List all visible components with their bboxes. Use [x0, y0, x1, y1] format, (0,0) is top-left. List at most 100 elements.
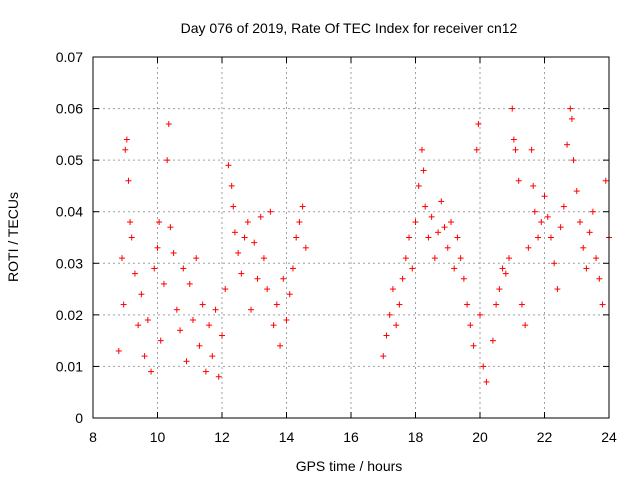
- data-point: [173, 306, 180, 313]
- data-point: [257, 213, 264, 220]
- data-point: [154, 244, 161, 251]
- data-point: [254, 275, 261, 282]
- data-point: [599, 301, 606, 308]
- data-point: [460, 275, 467, 282]
- data-point: [593, 255, 600, 262]
- data-point: [280, 275, 287, 282]
- data-point: [567, 105, 574, 112]
- data-point: [473, 146, 480, 153]
- data-point: [570, 157, 577, 164]
- data-point: [573, 188, 580, 195]
- data-point: [428, 213, 435, 220]
- data-point: [167, 224, 174, 231]
- data-point: [438, 198, 445, 205]
- data-point: [122, 146, 129, 153]
- data-point: [180, 265, 187, 272]
- data-point: [219, 332, 225, 339]
- x-tick-label: 16: [343, 429, 359, 445]
- data-point: [165, 121, 172, 128]
- data-point: [264, 286, 271, 293]
- x-tick-label: 12: [214, 429, 230, 445]
- data-point: [454, 234, 461, 241]
- data-point: [464, 301, 471, 308]
- data-point: [251, 239, 258, 246]
- data-point: [225, 162, 232, 169]
- y-tick-label: 0: [75, 410, 83, 426]
- data-point: [144, 317, 151, 324]
- data-point: [286, 291, 293, 298]
- data-point: [235, 249, 242, 256]
- data-point: [480, 363, 487, 370]
- data-point: [125, 177, 132, 184]
- data-point: [586, 229, 593, 236]
- data-point: [589, 208, 596, 215]
- data-point: [541, 193, 548, 200]
- data-point: [141, 353, 148, 360]
- data-point: [576, 219, 583, 226]
- data-point: [531, 208, 538, 215]
- data-point: [499, 265, 506, 272]
- data-point: [399, 275, 406, 282]
- data-point: [560, 203, 567, 210]
- data-point: [483, 378, 490, 385]
- data-point: [123, 136, 130, 143]
- data-point: [196, 342, 203, 349]
- data-point: [202, 368, 209, 375]
- data-point: [241, 234, 248, 241]
- data-point: [267, 208, 274, 215]
- data-point: [544, 213, 551, 220]
- data-point: [170, 249, 177, 256]
- y-tick-label: 0.06: [56, 101, 83, 117]
- data-point: [528, 146, 535, 153]
- data-point: [186, 280, 193, 287]
- data-point: [293, 234, 300, 241]
- data-point: [431, 255, 438, 262]
- data-points: [115, 105, 612, 385]
- data-point: [270, 322, 277, 329]
- data-point: [289, 265, 296, 272]
- data-point: [296, 219, 303, 226]
- data-point: [131, 270, 138, 277]
- data-point: [470, 342, 477, 349]
- data-point: [557, 224, 564, 231]
- data-point: [406, 234, 413, 241]
- data-point: [151, 265, 158, 272]
- data-point: [248, 306, 255, 313]
- data-point: [547, 234, 554, 241]
- data-point: [415, 182, 422, 189]
- data-point: [148, 368, 155, 375]
- data-point: [222, 286, 229, 293]
- data-point: [177, 327, 184, 334]
- data-point: [493, 301, 500, 308]
- x-axis-label: GPS time / hours: [296, 458, 403, 474]
- data-point: [502, 270, 509, 277]
- data-point: [496, 286, 503, 293]
- data-point: [477, 311, 483, 318]
- y-tick-label: 0.02: [56, 307, 83, 323]
- data-point: [212, 306, 219, 313]
- y-axis-label: ROTI / TECUs: [5, 192, 21, 282]
- data-point: [396, 301, 403, 308]
- data-point: [380, 353, 387, 360]
- data-point: [128, 234, 135, 241]
- y-tick-label: 0.05: [56, 152, 83, 168]
- x-tick-label: 14: [279, 429, 295, 445]
- data-point: [506, 255, 513, 262]
- data-point: [230, 203, 237, 210]
- data-point: [564, 141, 571, 148]
- axis-ticks: 8 10 12 14 16 18 20 22 24 0 0.01 0.02 0.03 0.04 0.05 0.…: [56, 49, 617, 445]
- data-point: [199, 301, 206, 308]
- data-point: [160, 280, 167, 287]
- data-point: [302, 244, 309, 251]
- data-point: [120, 301, 127, 308]
- data-point: [260, 255, 267, 262]
- data-point: [156, 219, 163, 226]
- data-point: [525, 244, 532, 251]
- data-point: [135, 322, 142, 329]
- data-point: [425, 234, 432, 241]
- data-point: [522, 322, 529, 329]
- data-point: [244, 219, 251, 226]
- data-point: [402, 255, 409, 262]
- data-point: [127, 219, 134, 226]
